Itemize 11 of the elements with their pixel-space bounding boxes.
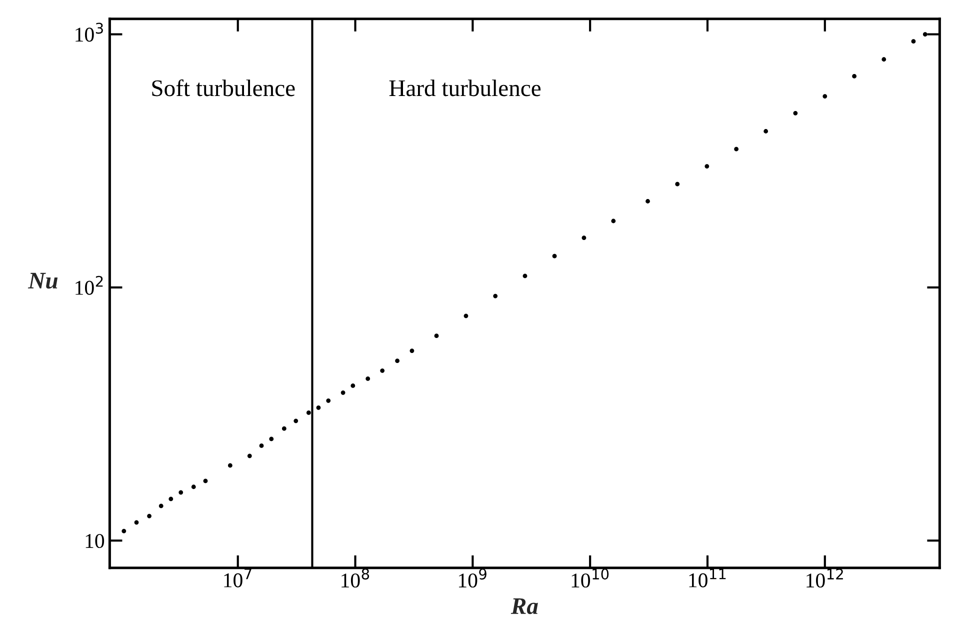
- x-axis-title: Ra: [510, 598, 538, 614]
- y-tick-label: 10$^{2}$: [76, 276, 103, 295]
- annotation: Soft turbulence: [152, 79, 295, 96]
- y-axis-title: Nu: [28, 272, 58, 289]
- y-tick-label: 10$^{3}$: [76, 22, 103, 42]
- x-tick-label: 10$^{8}$: [342, 568, 370, 588]
- annotation: Hard turbulence: [389, 80, 541, 96]
- x-tick-label: 10$^{10}$: [572, 568, 609, 588]
- x-tick-label: 10$^{12}$: [806, 568, 843, 588]
- x-tick-label: 10$^{9}$: [458, 568, 486, 588]
- y-tick-label: 10: [86, 534, 104, 548]
